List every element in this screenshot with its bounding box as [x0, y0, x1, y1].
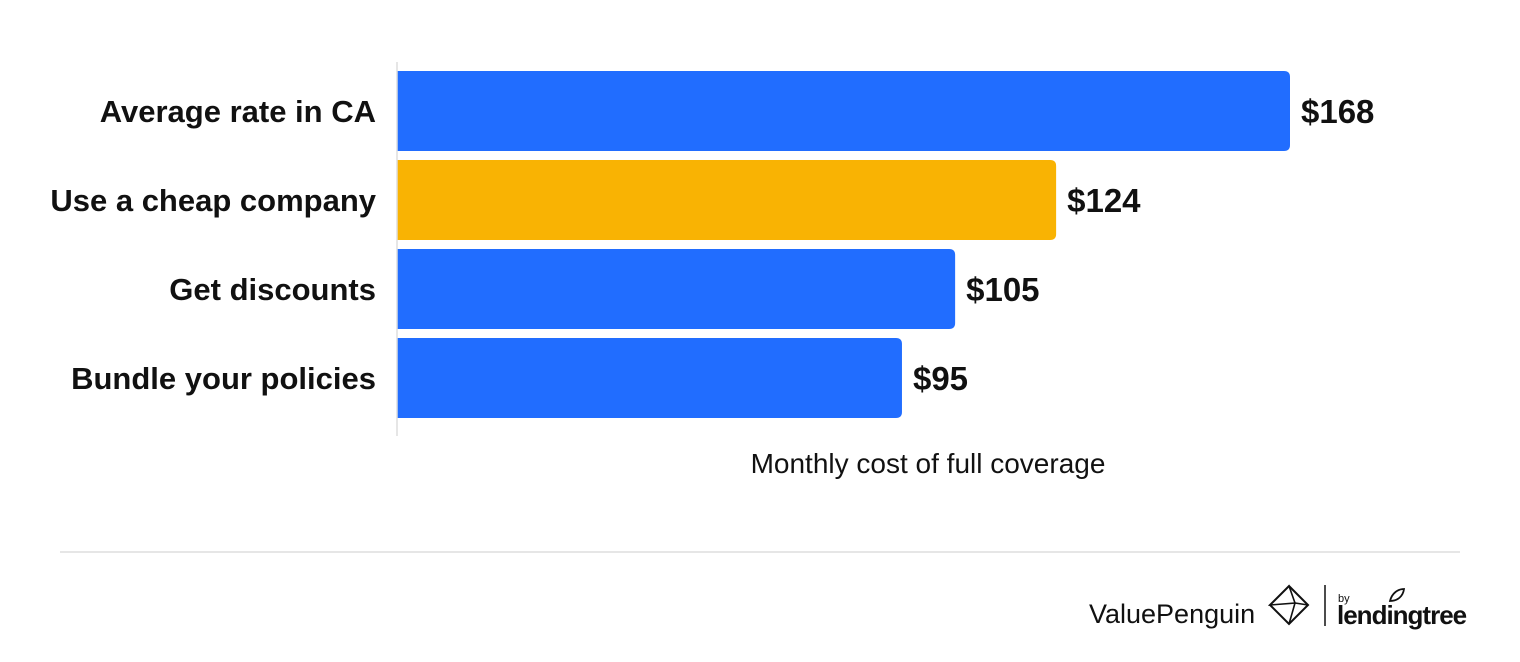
leaf-icon [1388, 588, 1406, 602]
bar-use-a-cheap-company [397, 160, 1057, 240]
bar-bundle-your-policies [397, 338, 902, 418]
value-label-average-rate-in-ca: $168 [1301, 93, 1374, 130]
partner-name: lendingtree [1337, 600, 1467, 630]
category-labels: Average rate in CA Use a cheap company Get… [50, 94, 376, 396]
brand-name: ValuePenguin [1089, 599, 1255, 629]
valuepenguin-diamond-icon [1267, 584, 1310, 626]
category-label-get-discounts: Get discounts [169, 272, 376, 307]
bars-group [397, 71, 1290, 418]
category-label-average-rate-in-ca: Average rate in CA [100, 94, 376, 129]
value-label-get-discounts: $105 [966, 271, 1039, 308]
bar-get-discounts [397, 249, 956, 329]
bar-average-rate-in-ca [397, 71, 1290, 151]
footer-branding: ValuePenguin by lendingtree [1089, 584, 1468, 630]
category-label-use-a-cheap-company: Use a cheap company [50, 183, 376, 218]
value-label-use-a-cheap-company: $124 [1067, 182, 1141, 219]
value-label-bundle-your-policies: $95 [913, 360, 968, 397]
brand-by-text: by [1338, 593, 1350, 605]
x-axis-label: Monthly cost of full coverage [751, 448, 1106, 479]
value-labels: $168 $124 $105 $95 [913, 93, 1374, 397]
category-label-bundle-your-policies: Bundle your policies [71, 361, 376, 396]
